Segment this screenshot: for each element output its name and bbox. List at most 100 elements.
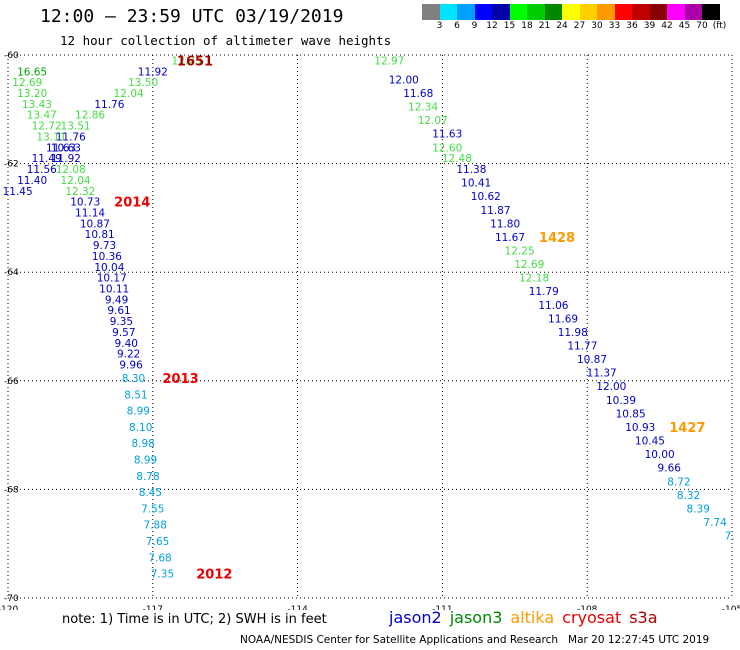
footer-credit: NOAA/NESDIS Center for Satellite Applica… (240, 634, 710, 646)
wave-height-value: 13.50 (128, 77, 158, 89)
wave-height-value: 11.76 (56, 131, 86, 143)
wave-height-value: 8.78 (136, 471, 159, 483)
scale-label: 33 (608, 21, 621, 31)
wave-height-value: 7.68 (148, 552, 171, 564)
wave-height-value: 12.60 (432, 142, 462, 154)
wave-height-value: 9.57 (112, 327, 135, 339)
wave-height-value: 8.99 (127, 406, 150, 418)
scale-label: 24 (556, 21, 568, 31)
wave-height-value: 10.87 (80, 218, 110, 230)
wave-height-value: 11.38 (456, 164, 486, 176)
wave-height-value: 12.97 (374, 55, 404, 67)
wave-height-value: 8.39 (687, 503, 710, 515)
wave-height-value: 11.98 (558, 327, 588, 339)
lat-lon-grid (7, 54, 733, 599)
scale-label: (ft) (712, 21, 727, 31)
wave-height-value: 11.49 (32, 153, 62, 165)
wave-height-value: 11.63 (46, 142, 76, 154)
wave-height-value: 7. (725, 531, 735, 543)
wave-height-value: 10.17 (97, 273, 127, 285)
wave-height-value: 12.00 (596, 381, 626, 393)
scale-swatch (509, 4, 527, 20)
scale-swatch (527, 4, 545, 20)
x-tick-labels: -120 -117 -114 -111 -108 -105 (0, 605, 740, 610)
wave-height-value: 12.25 (505, 245, 535, 257)
scale-label: 9 (471, 21, 478, 31)
scale-label: 30 (591, 21, 603, 31)
legend-item-cryosat: cryosat (562, 608, 622, 627)
wave-height-value: 12.32 (65, 186, 95, 198)
footer-note: note: 1) Time is in UTC; 2) SWH is in fe… (62, 612, 327, 627)
scale-label: 15 (503, 21, 516, 31)
legend-item-jason3: jason3 (449, 608, 503, 627)
wave-height-value: 12.72 (32, 121, 62, 133)
wave-height-value: 12.07 (418, 115, 448, 127)
wave-height-value: 10.00 (645, 449, 675, 461)
wave-height-value: 9.49 (105, 294, 128, 306)
wave-height-value: 9.35 (110, 316, 133, 328)
scale-swatch (439, 4, 457, 20)
wave-height-value: 12.69 (514, 259, 544, 271)
wave-height-value: 10.41 (461, 178, 491, 190)
x-tick-label: -111 (432, 605, 452, 610)
pass-time-label: 1651 (177, 54, 213, 69)
wave-height-value: 9.40 (115, 338, 138, 350)
wave-height-value: 11.69 (548, 313, 578, 325)
wave-height-value: 13.43 (22, 99, 52, 111)
scale-label: 3 (436, 21, 443, 31)
scale-label: 12 (486, 21, 498, 31)
wave-height-value: 12.04 (61, 175, 91, 187)
wave-height-value: 11.67 (495, 232, 525, 244)
pass-time-label: 2012 (196, 568, 232, 583)
wave-height-value: 16.65 (17, 66, 47, 78)
scale-swatch (597, 4, 615, 20)
pass-time-label: 2013 (162, 372, 198, 387)
scale-swatch (614, 4, 632, 20)
scale-label: 36 (626, 21, 638, 31)
color-scale-bar (422, 4, 720, 20)
wave-height-value: 11.76 (94, 99, 124, 111)
wave-height-value: 8.30 (122, 373, 145, 385)
pass-time-label: 1428 (539, 231, 575, 246)
wave-height-value: 10.63 (51, 142, 81, 154)
wave-height-value: 9.22 (117, 349, 140, 361)
legend-item-s3a: s3a (629, 608, 658, 627)
satellite-legend: jason2 jason3 altika cryosat s3a (389, 608, 666, 627)
wave-height-value: 9.61 (107, 305, 130, 317)
wave-height-value: 12.18 (519, 273, 549, 285)
scale-swatch (649, 4, 667, 20)
x-tick-label: -120 (0, 605, 18, 610)
wave-height-value: 10.85 (616, 408, 646, 420)
color-scale-labels: 3 6 9 12 15 18 21 24 27 30 33 36 39 42 45 70 (ft) (422, 21, 740, 33)
wave-height-value: 13.20 (17, 88, 47, 100)
wave-height-value: 8.98 (131, 438, 154, 450)
wave-height-value: 10.11 (99, 283, 129, 295)
wave-height-value: 10.45 (635, 436, 665, 448)
wave-height-value: 8.45 (139, 487, 162, 499)
wave-height-value: 10.04 (94, 262, 124, 274)
wave-height-value: 7.35 (151, 569, 174, 581)
wave-height-value: 13.51 (61, 121, 91, 133)
y-tick-label: -68 (4, 485, 19, 495)
wave-height-value: 11.92 (51, 153, 81, 165)
wave-height-map[interactable]: -120 -117 -114 -111 -108 -105 -60 -62 -64 -66 -68… (0, 0, 740, 610)
scale-label: 42 (661, 21, 673, 31)
wave-height-value: 11.63 (432, 129, 462, 141)
scale-swatch (667, 4, 685, 20)
x-tick-label: -105 (722, 605, 740, 610)
wave-height-value: 7.65 (146, 536, 169, 548)
pass-time-label: 2014 (114, 196, 150, 211)
y-tick-label: -64 (4, 268, 19, 278)
wave-height-value: 11.92 (138, 66, 168, 78)
scale-label: 70 (696, 21, 708, 31)
wave-height-value: 12.69 (12, 77, 42, 89)
wave-height-value: 9.96 (119, 360, 143, 372)
wave-height-value: 11.77 (567, 341, 597, 353)
legend-item-altika: altika (510, 608, 555, 627)
wave-height-value: 12.34 (408, 102, 438, 114)
scale-swatch (492, 4, 510, 20)
x-tick-label: -114 (287, 605, 308, 610)
wave-height-value: 11.80 (490, 218, 520, 230)
wave-height-value: 12.00 (389, 74, 419, 86)
